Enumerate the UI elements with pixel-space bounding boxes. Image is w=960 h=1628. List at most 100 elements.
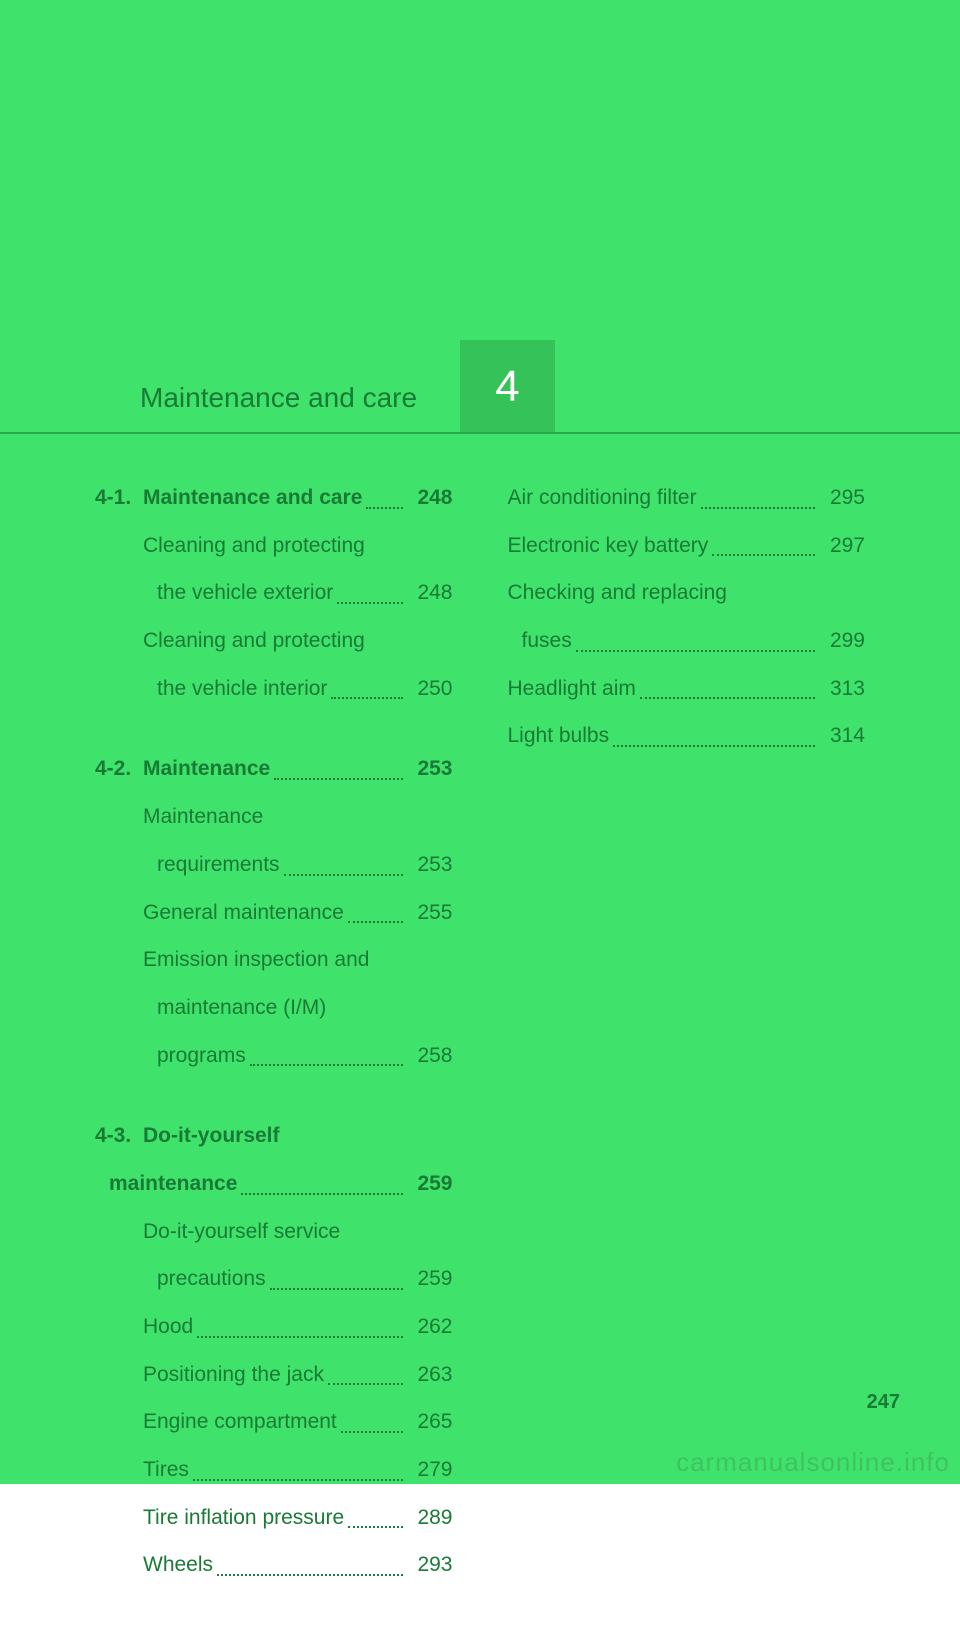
toc-section: 4-1.Maintenance and care 248 Cleaning and … [95,480,453,706]
leader-dots [613,745,815,747]
toc-item-label: Wheels [143,1547,213,1583]
toc-item-label: Positioning the jack [143,1357,324,1393]
toc-item-label: Headlight aim [508,671,636,707]
toc-page-ref: 295 [819,480,865,516]
toc-item-label: fuses [508,623,572,659]
toc-item-label: the vehicle exterior [143,575,333,611]
toc-item-row: Electronic key battery 297 [508,528,866,564]
toc-item-label: Engine compartment [143,1404,337,1440]
toc-page-ref: 259 [407,1261,453,1297]
toc-heading-row: maintenance 259 [95,1166,453,1202]
toc-item-label: programs [143,1038,246,1074]
toc-item-label: Cleaning and protecting [143,623,365,659]
watermark: carmanualsonline.info [676,1447,950,1478]
toc-item-row: Light bulbs 314 [508,718,866,754]
toc-item-row: requirements 253 [95,847,453,883]
toc-page-ref: 297 [819,528,865,564]
toc-section: Air conditioning filter 295 Electronic key… [508,480,866,754]
toc-item-row: programs258 [95,1038,453,1074]
toc-page-ref: 253 [407,751,453,787]
toc-item-row: Cleaning and protecting [95,623,453,659]
toc-item-row: Tires 279 [95,1452,453,1488]
toc-item-label: Maintenance [143,799,263,835]
leader-dots [193,1479,403,1481]
toc-item-row: Hood 262 [95,1309,453,1345]
toc-item-row: Tire inflation pressure 289 [95,1500,453,1536]
leader-dots [241,1193,402,1195]
toc-item-label: Tire inflation pressure [143,1500,344,1536]
toc-item-row: the vehicle exterior 248 [95,575,453,611]
leader-dots [337,602,402,604]
toc-page-ref: 289 [407,1500,453,1536]
toc-item-label: requirements [143,847,280,883]
toc-item-row: General maintenance255 [95,895,453,931]
leader-dots [640,697,815,699]
leader-dots [712,554,815,556]
toc-heading-label: Maintenance and care [143,480,362,516]
toc-item-row: precautions 259 [95,1261,453,1297]
leader-dots [576,650,815,652]
page-number: 247 [867,1391,900,1414]
toc-item-row: Do-it-yourself service [95,1214,453,1250]
chapter-number-tab: 4 [460,340,555,434]
toc-page-ref: 262 [407,1309,453,1345]
leader-dots [331,697,402,699]
toc-item-label: maintenance (I/M) [143,990,326,1026]
toc-page-ref: 253 [407,847,453,883]
toc-item-label: Cleaning and protecting [143,528,365,564]
toc-item-label: the vehicle interior [143,671,327,707]
section-number: 4-3. [95,1118,143,1154]
toc-heading-row: 4-2.Maintenance 253 [95,751,453,787]
toc-page-ref: 314 [819,718,865,754]
toc-item-row: Headlight aim 313 [508,671,866,707]
toc-item-label: precautions [143,1261,266,1297]
toc-heading-label: Maintenance [143,751,270,787]
toc-item-label: Checking and replacing [508,575,727,611]
toc-page-ref: 293 [407,1547,453,1583]
leader-dots [284,874,403,876]
toc-page-ref: 259 [407,1166,453,1202]
toc-item-label: Light bulbs [508,718,610,754]
toc-section: 4-3.Do-it-yourself maintenance 259 Do-it-yo… [95,1118,453,1583]
toc-heading-label: Do-it-yourself [143,1118,280,1154]
toc-item-row: Air conditioning filter 295 [508,480,866,516]
toc-section: 4-2.Maintenance 253 Maintenance requirement… [95,751,453,1073]
toc-item-row: fuses 299 [508,623,866,659]
toc-item-row: Engine compartment265 [95,1404,453,1440]
toc-page-ref: 263 [407,1357,453,1393]
toc-page-ref: 248 [407,575,453,611]
chapter-title: Maintenance and care [140,382,417,414]
toc-item-row: Cleaning and protecting [95,528,453,564]
toc-item-label: Electronic key battery [508,528,709,564]
section-number: 4-1. [95,480,143,516]
header-rule [0,432,960,434]
leader-dots [217,1574,402,1576]
toc-page-ref: 248 [407,480,453,516]
toc-page-ref: 313 [819,671,865,707]
leader-dots [250,1064,403,1066]
toc-item-label: Do-it-yourself service [143,1214,340,1250]
toc-item-label: Tires [143,1452,189,1488]
toc-item-row: Wheels 293 [95,1547,453,1583]
leader-dots [701,507,815,509]
toc-item-row: maintenance (I/M) [95,990,453,1026]
toc-item-row: Positioning the jack 263 [95,1357,453,1393]
leader-dots [270,1288,403,1290]
leader-dots [348,1526,402,1528]
leader-dots [348,921,403,923]
toc-heading-label: maintenance [95,1166,237,1202]
toc-item-label: Emission inspection and [143,942,369,978]
toc-item-label: Air conditioning filter [508,480,697,516]
toc-item-label: Hood [143,1309,193,1345]
toc-page-ref: 299 [819,623,865,659]
section-number: 4-2. [95,751,143,787]
leader-dots [341,1431,403,1433]
toc-heading-row: 4-1.Maintenance and care 248 [95,480,453,516]
toc-item-row: Maintenance [95,799,453,835]
toc-page-ref: 279 [407,1452,453,1488]
leader-dots [197,1336,402,1338]
leader-dots [274,778,402,780]
toc-item-row: Checking and replacing [508,575,866,611]
page: Maintenance and care 4 4-1.Maintenance a… [0,0,960,1484]
toc-item-row: Emission inspection and [95,942,453,978]
